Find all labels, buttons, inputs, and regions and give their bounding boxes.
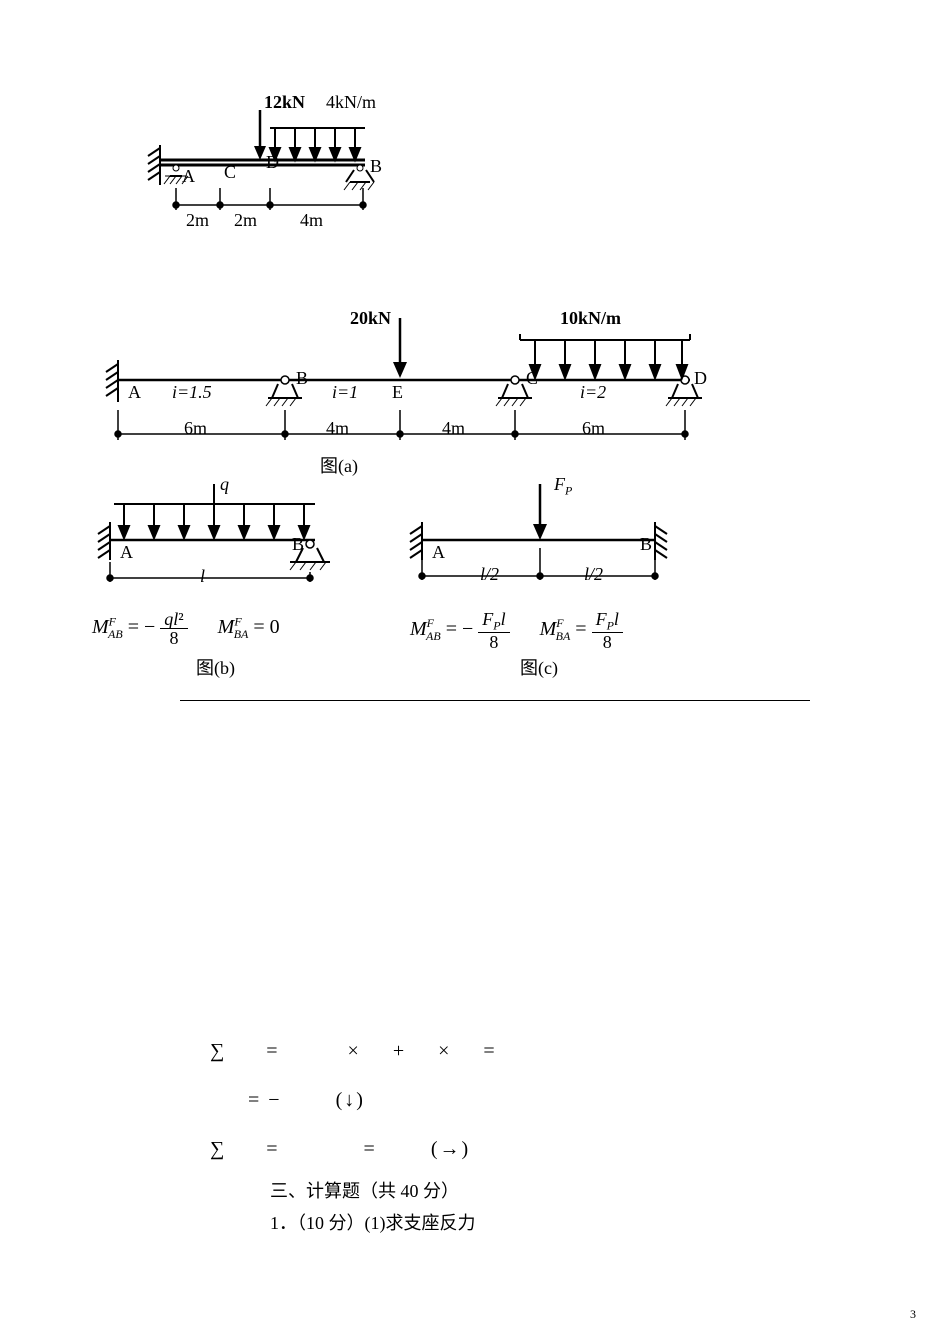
fig2a-i1: i=1 (332, 382, 358, 403)
sigma-2: ∑ (210, 1138, 226, 1160)
fig2a-i15: i=1.5 (172, 382, 212, 403)
fig1-C: C (224, 162, 236, 183)
fig2a-6m-1: 6m (184, 418, 207, 439)
eq1-eq: = (266, 1040, 279, 1062)
fig2a-i2: i=2 (580, 382, 606, 403)
fig2a-E: E (392, 382, 403, 403)
eq-line1: ∑ = × + × = (210, 1040, 690, 1063)
formula-2b: MFAB = − ql²8 MFBA = 0 (92, 610, 280, 647)
fig2a-10knm: 10kN/m (560, 308, 621, 329)
separator (180, 700, 810, 701)
eq1-plus: + (393, 1040, 406, 1062)
eq3-eq2: = (364, 1138, 377, 1160)
fig2a-4m-2: 4m (442, 418, 465, 439)
eq3-eq: = (266, 1138, 279, 1160)
fig2a-caption: 图(a) (320, 452, 358, 478)
fig2c-A: A (432, 542, 445, 563)
fig2a-6m-2: 6m (582, 418, 605, 439)
fig2a-B: B (296, 368, 308, 389)
fig1-dim-2m-1: 2m (186, 210, 209, 231)
fig2a-A: A (128, 382, 141, 403)
fig2b-caption: 图(b) (196, 654, 235, 680)
eq1-x1: × (348, 1040, 361, 1062)
question-1: 1．（10 分）(1)求支座反力 (270, 1209, 690, 1235)
fig2a-C: C (526, 368, 538, 389)
figure-2b (90, 478, 380, 588)
fig2c-caption: 图(c) (520, 654, 558, 680)
fig1-A: A (182, 166, 195, 187)
fig2c-l2-2: l/2 (584, 564, 603, 585)
fig1-B: B (370, 156, 382, 177)
fig2a-20kn: 20kN (350, 308, 391, 329)
fig1-load-4knm: 4kN/m (326, 92, 376, 113)
fig2c-B: B (640, 534, 652, 555)
page-number: 3 (910, 1307, 916, 1322)
fig2c-Fp: FP (554, 474, 572, 499)
formula-2c: MFAB = − FPl8 MFBA = FPl8 (410, 610, 623, 651)
eq2-down: (↓) (336, 1089, 365, 1111)
fig2b-B: B (292, 534, 304, 555)
f2b-mba-eq: = 0 (253, 616, 279, 638)
fig1-load-12kn: 12kN (264, 92, 305, 113)
figure-2c (400, 478, 700, 588)
fig2a-4m-1: 4m (326, 418, 349, 439)
fig2b-A: A (120, 542, 133, 563)
eq-line2: = − (↓) (210, 1089, 690, 1112)
equation-block: ∑ = × + × = = − (↓) ∑ = = (→) 三、计算题（共 40 (210, 1040, 690, 1235)
eq3-right: (→) (431, 1138, 470, 1160)
fig1-dim-4m: 4m (300, 210, 323, 231)
fig1-D: D (266, 152, 279, 173)
fig2a-D: D (694, 368, 707, 389)
page: 12kN 4kN/m A C D B 2m 2m 4m (0, 0, 950, 1344)
eq2-negeq: = − (248, 1089, 282, 1111)
eq-line3: ∑ = = (→) (210, 1138, 690, 1161)
sigma-1: ∑ (210, 1040, 226, 1062)
eq1-x2: × (438, 1040, 451, 1062)
fig2b-l: l (200, 566, 205, 587)
fig2c-l2-1: l/2 (480, 564, 499, 585)
section-heading: 三、计算题（共 40 分） (270, 1177, 690, 1203)
eq1-eq2: = (483, 1040, 496, 1062)
fig1-dim-2m-2: 2m (234, 210, 257, 231)
fig2b-q: q (220, 474, 229, 495)
